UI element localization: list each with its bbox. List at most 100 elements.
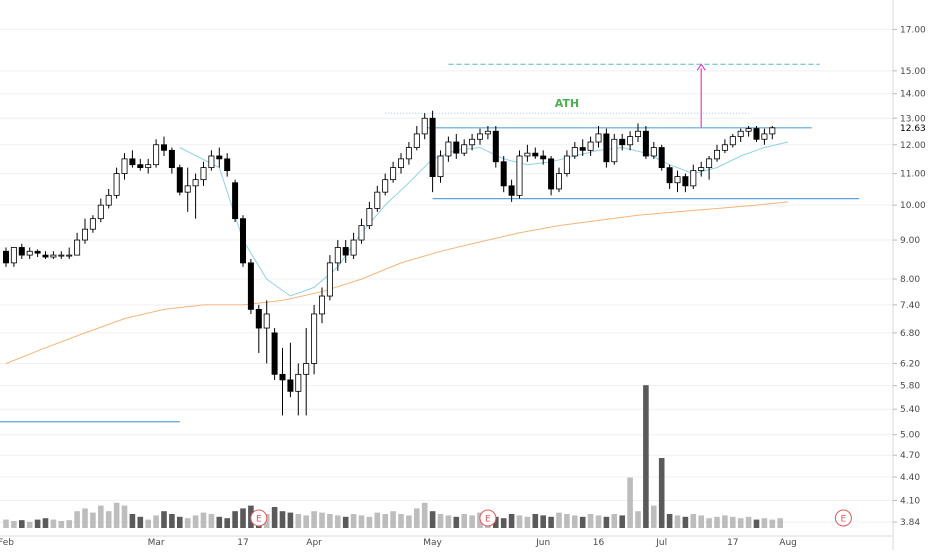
last-price-label: 12.63 (900, 124, 926, 134)
price-tick-label: 10.00 (900, 201, 926, 211)
candle-body (627, 136, 634, 146)
candle-body (729, 136, 736, 146)
candle-body (34, 250, 41, 254)
volume-bar (540, 515, 546, 528)
candle-body (563, 155, 570, 174)
volume-bar (595, 515, 602, 528)
volume-bar (437, 514, 444, 528)
candle-body (397, 158, 404, 169)
candle-body (690, 170, 697, 187)
volume-bar (429, 511, 436, 528)
candle-body (311, 313, 318, 364)
candle-body (74, 239, 81, 256)
candle-body (548, 158, 555, 190)
volume-bar (145, 519, 151, 528)
price-tick-label: 12.00 (900, 141, 926, 151)
candle-body (706, 158, 713, 169)
volume-bar (279, 511, 286, 528)
volume-bar (192, 515, 199, 528)
candle-body (413, 133, 420, 148)
candle-body (453, 141, 460, 154)
volume-bar (66, 520, 72, 528)
volume-bar (737, 518, 744, 528)
volume-bar (287, 512, 294, 528)
volume-bar (445, 515, 452, 528)
time-tick-label: Jun (535, 538, 550, 548)
volume-bar (619, 515, 625, 528)
volume-bar (532, 514, 539, 528)
volume-bar (129, 514, 136, 528)
earnings-label: E (256, 515, 262, 525)
earnings-marker (834, 509, 852, 527)
candle-body (492, 130, 499, 163)
volume-bar (390, 511, 396, 528)
volume-bar (500, 518, 507, 528)
volume-bar (98, 505, 104, 528)
time-tick-label: May (423, 538, 442, 548)
volume-bar (461, 514, 467, 528)
candle-body (358, 225, 365, 241)
candle-body (121, 158, 128, 174)
ma-short-line (179, 141, 789, 297)
candle-body (295, 373, 302, 392)
volume-bar (169, 514, 175, 528)
earnings-marker (479, 509, 497, 527)
price-tick-label: 4.70 (900, 451, 920, 461)
price-tick-label: 3.84 (900, 518, 920, 528)
candle-body (540, 155, 547, 160)
candle-body (405, 147, 412, 160)
candle-body (611, 138, 618, 163)
candle-body (579, 147, 586, 151)
volume-bar (295, 514, 302, 528)
earnings-marker (250, 509, 268, 527)
candle-body (18, 247, 25, 256)
candle-body (200, 167, 207, 181)
volume-bar (666, 514, 673, 528)
volume-bar (572, 515, 578, 528)
candle-body (129, 158, 136, 166)
volume-bar (224, 518, 230, 528)
candle-body (595, 133, 602, 143)
candle-body (224, 158, 231, 171)
time-tick-label: 17 (237, 538, 248, 548)
price-tick-label: 17.00 (900, 25, 926, 35)
volume-bar (556, 512, 562, 528)
candle-body (571, 147, 578, 157)
candle-body (192, 179, 199, 187)
volume-bar (730, 516, 736, 528)
volume-bar (50, 519, 57, 528)
volume-bar (113, 502, 120, 528)
candle-body (145, 164, 152, 169)
candle-body (429, 117, 436, 178)
volume-bar (58, 521, 65, 528)
candle-body (769, 127, 776, 135)
volume-bar (508, 514, 515, 528)
volume-bar (627, 477, 633, 528)
volume-bar (524, 516, 531, 528)
candle-body (461, 144, 468, 154)
volume-bar (42, 518, 49, 528)
volume-bar (232, 511, 238, 528)
volume-bar (453, 516, 460, 528)
candle-body (556, 173, 563, 190)
candle-body (366, 208, 373, 227)
volume-bar (358, 515, 365, 528)
volume-bar (3, 519, 9, 528)
volume-bar (319, 512, 325, 528)
price-tick-label: 5.40 (900, 405, 920, 415)
price-tick-label: 9.00 (900, 236, 920, 246)
candle-body (390, 167, 397, 181)
volume-bar (161, 511, 167, 528)
candle-body (650, 147, 657, 157)
price-tick-label: 5.80 (900, 382, 920, 392)
volume-bar (777, 518, 783, 528)
time-tick-label: Jul (655, 538, 667, 548)
candle-body (469, 138, 476, 146)
volume-bar (745, 516, 752, 528)
time-tick-label: Apr (306, 538, 322, 548)
candle-body (484, 130, 491, 135)
candle-body (287, 379, 294, 392)
grid (0, 28, 893, 523)
